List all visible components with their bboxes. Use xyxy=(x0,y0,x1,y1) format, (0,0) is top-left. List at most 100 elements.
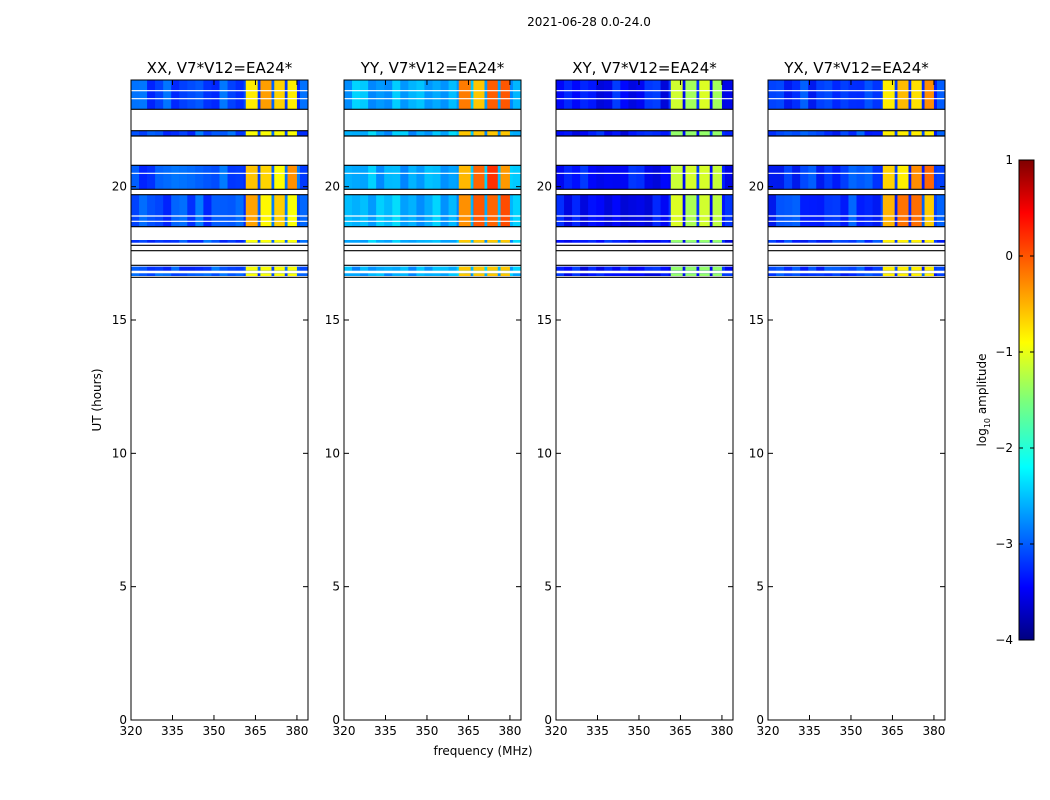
rfi-stripe xyxy=(670,165,683,190)
data-cell xyxy=(588,273,597,276)
rfi-stripe xyxy=(882,273,895,276)
data-cell xyxy=(864,80,873,110)
rfi-stripe xyxy=(458,130,471,136)
data-cell xyxy=(163,240,172,243)
data-cell xyxy=(644,240,653,243)
rfi-stripe xyxy=(274,80,285,110)
data-cell xyxy=(352,273,361,276)
data-cell xyxy=(131,130,140,136)
data-cell xyxy=(480,130,489,136)
data-cell xyxy=(580,273,589,276)
panel-4: YX, V7*V12=EA24* 320 335 350 365 380 0 5 10 15 20 xyxy=(749,59,946,738)
data-cell xyxy=(580,194,589,227)
data-cell xyxy=(572,240,581,243)
data-cell xyxy=(211,273,220,276)
panel-frame xyxy=(130,79,309,721)
data-cell xyxy=(195,165,204,190)
data-cell xyxy=(604,130,613,136)
rfi-stripe xyxy=(670,194,683,227)
data-cell xyxy=(840,273,849,276)
data-cell xyxy=(408,240,417,243)
data-cell xyxy=(352,80,361,110)
data-cell xyxy=(432,194,441,227)
panel-3: XY, V7*V12=EA24* 320 335 350 365 380 0 5 10 15 20 xyxy=(537,59,734,738)
rfi-stripe xyxy=(458,240,471,243)
data-cell xyxy=(299,273,308,276)
data-cell xyxy=(856,240,865,243)
data-cell xyxy=(392,80,401,110)
rfi-stripe xyxy=(458,194,471,227)
colorbar-label-sub: 10 xyxy=(983,418,992,428)
data-cell xyxy=(724,165,733,190)
data-cell xyxy=(776,240,785,243)
rfi-stripe xyxy=(685,240,697,243)
data-cell xyxy=(424,80,433,110)
rfi-stripe xyxy=(882,194,895,227)
data-cell xyxy=(692,130,701,136)
data-cell xyxy=(171,130,180,136)
data-cell xyxy=(784,273,793,276)
rfi-stripe xyxy=(712,194,722,227)
rfi-stripe xyxy=(274,266,285,271)
data-cell xyxy=(596,266,605,271)
data-cell xyxy=(424,273,433,276)
data-cell xyxy=(203,165,212,190)
data-cell xyxy=(628,240,637,243)
data-cell xyxy=(792,194,801,227)
data-cell xyxy=(564,266,573,271)
data-cell xyxy=(203,266,212,271)
data-cell xyxy=(792,273,801,276)
data-cell xyxy=(227,80,236,110)
data-cell xyxy=(904,80,913,110)
data-cell xyxy=(800,80,809,110)
data-cell xyxy=(440,130,449,136)
data-cell xyxy=(660,273,669,276)
data-cell xyxy=(448,240,457,243)
data-cell xyxy=(936,266,945,271)
colorbar-gradient xyxy=(1018,159,1035,641)
data-cell xyxy=(147,266,156,271)
rfi-stripe xyxy=(882,165,895,190)
data-cell xyxy=(384,194,393,227)
data-cell xyxy=(808,194,817,227)
data-cell xyxy=(179,165,188,190)
data-cell xyxy=(267,165,276,190)
rfi-stripe xyxy=(924,194,934,227)
data-cell xyxy=(203,194,212,227)
data-cell xyxy=(384,273,393,276)
data-cell xyxy=(556,273,565,276)
data-cell xyxy=(155,266,164,271)
data-cell xyxy=(416,273,425,276)
data-cell xyxy=(644,165,653,190)
data-cell xyxy=(440,240,449,243)
data-cell xyxy=(179,240,188,243)
data-cell xyxy=(604,165,613,190)
data-cell xyxy=(392,194,401,227)
rfi-stripe xyxy=(487,165,498,190)
data-cell xyxy=(840,240,849,243)
data-cell xyxy=(652,266,661,271)
x-tick-label: 365 xyxy=(669,724,692,738)
y-tick-label: 15 xyxy=(325,313,340,327)
rfi-stripe xyxy=(699,266,710,271)
data-cell xyxy=(596,240,605,243)
y-tick-label: 15 xyxy=(537,313,552,327)
data-cell xyxy=(824,80,833,110)
data-cell xyxy=(572,165,581,190)
data-cell xyxy=(235,273,244,276)
data-cell xyxy=(448,194,457,227)
rfi-stripe xyxy=(245,240,258,243)
data-cell xyxy=(660,194,669,227)
data-cell xyxy=(800,165,809,190)
data-cell xyxy=(384,80,393,110)
colorbar-tick-label: −3 xyxy=(995,537,1013,551)
rfi-stripe xyxy=(924,240,934,243)
data-cell xyxy=(808,165,817,190)
rfi-stripe xyxy=(287,194,297,227)
data-cell xyxy=(824,165,833,190)
data-cell xyxy=(724,240,733,243)
data-cell xyxy=(440,194,449,227)
data-cell xyxy=(155,194,164,227)
rfi-stripe xyxy=(897,80,909,110)
data-cell xyxy=(620,80,629,110)
